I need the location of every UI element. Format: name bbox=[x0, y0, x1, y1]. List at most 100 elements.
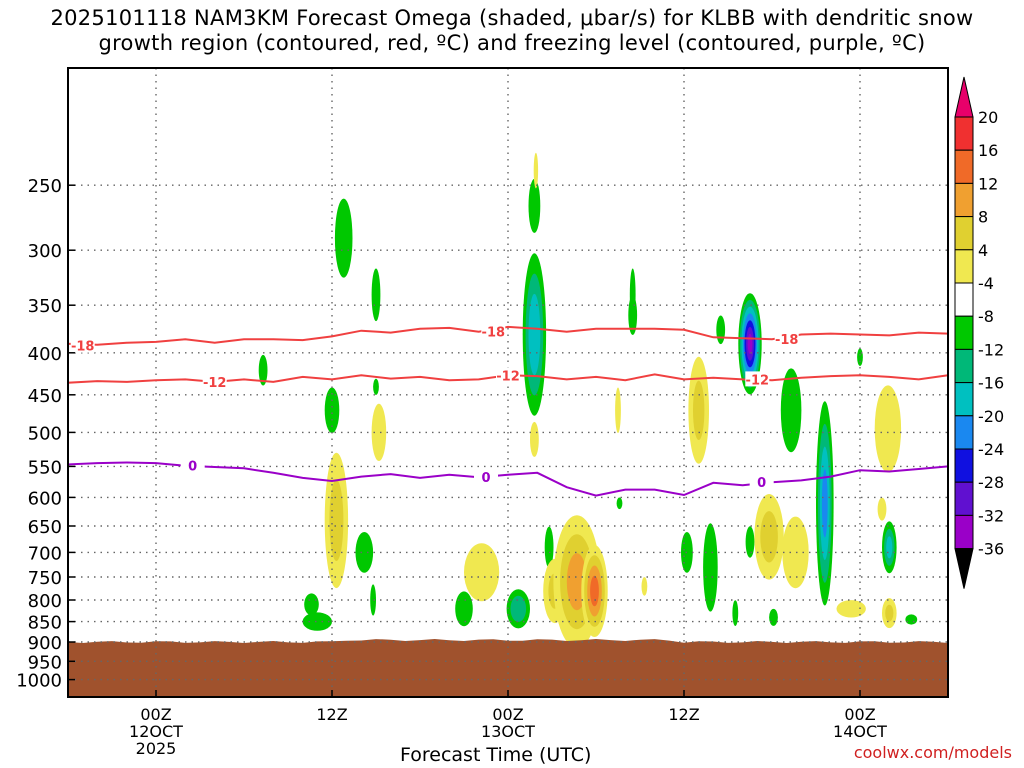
y-tick-label: 350 bbox=[28, 296, 62, 317]
colorbar-swatch bbox=[955, 383, 973, 416]
y-tick-label: 300 bbox=[28, 241, 62, 262]
contour-label: 0 bbox=[481, 471, 490, 486]
site-credit[interactable]: coolwx.com/models bbox=[854, 743, 1012, 762]
y-tick-label: 700 bbox=[28, 543, 62, 564]
omega-shade-level bbox=[693, 381, 704, 440]
contour-line--18 bbox=[68, 327, 948, 346]
colorbar-label: -28 bbox=[978, 473, 1004, 492]
y-tick-label: 500 bbox=[28, 423, 62, 444]
sinking-motion-area-39 bbox=[688, 357, 709, 464]
rising-motion-area-11 bbox=[781, 368, 802, 452]
sinking-motion-area-38 bbox=[642, 577, 648, 596]
colorbar-label: 8 bbox=[978, 208, 988, 227]
colorbar-label: -24 bbox=[978, 440, 1004, 459]
colorbar-swatch bbox=[955, 449, 973, 482]
colorbar-label: -36 bbox=[978, 540, 1004, 559]
sinking-motion-area-31 bbox=[530, 422, 539, 457]
omega-shade-level bbox=[878, 498, 887, 521]
omega-shade-level bbox=[732, 600, 738, 626]
colorbar-label: -4 bbox=[978, 274, 994, 293]
colorbar-label: -12 bbox=[978, 340, 1004, 359]
contour-label: 0 bbox=[757, 476, 766, 491]
contour-label: -18 bbox=[482, 326, 506, 341]
colorbar-swatch bbox=[955, 217, 973, 250]
omega-shade-level bbox=[769, 609, 778, 626]
rising-motion-area-4 bbox=[373, 379, 379, 395]
omega-shade-level bbox=[857, 348, 863, 366]
omega-shade-level bbox=[303, 612, 332, 630]
colorbar-swatch bbox=[955, 250, 973, 283]
omega-shade-level bbox=[781, 368, 802, 452]
colorbar-swatch bbox=[955, 416, 973, 449]
colorbar-label: -20 bbox=[978, 407, 1004, 426]
rising-motion-area-10 bbox=[716, 316, 725, 345]
omega-shade-level bbox=[590, 576, 599, 607]
omega-shade-level bbox=[822, 469, 828, 537]
omega-shade-level bbox=[886, 536, 892, 558]
rising-motion-area-20 bbox=[507, 589, 530, 628]
contour-label: -18 bbox=[775, 333, 799, 348]
colorbar-swatch bbox=[955, 283, 973, 316]
y-tick-label: 650 bbox=[28, 517, 62, 538]
rising-motion-area-14 bbox=[882, 521, 897, 573]
omega-shade-level bbox=[356, 532, 374, 573]
sinking-motion-area-36 bbox=[581, 545, 607, 637]
sinking-motion-area-40 bbox=[754, 494, 783, 580]
colorbar-label: -16 bbox=[978, 374, 1004, 393]
omega-shade-level bbox=[335, 199, 353, 278]
omega-time-height-chart: -18-18 -18-12 -12 -1200 0 250300350400450500… bbox=[0, 0, 1024, 768]
contour-label: -12 bbox=[496, 369, 520, 384]
colorbar-label: 20 bbox=[978, 108, 998, 127]
y-tick-label: 850 bbox=[28, 613, 62, 634]
rising-motion-area-6 bbox=[529, 179, 541, 233]
omega-shade-level bbox=[370, 584, 376, 615]
omega-shade-level bbox=[875, 385, 901, 472]
rising-motion-area-26 bbox=[732, 600, 738, 626]
sinking-motion-area-42 bbox=[837, 600, 866, 617]
y-tick-label: 800 bbox=[28, 591, 62, 612]
rising-motion-area-18 bbox=[370, 584, 376, 615]
colorbar-cap-top bbox=[955, 77, 973, 117]
omega-shade-level bbox=[530, 422, 539, 457]
colorbar-label: 4 bbox=[978, 241, 988, 260]
rising-motion-area-13 bbox=[857, 348, 863, 366]
omega-shade-level bbox=[464, 543, 499, 601]
y-tick-label: 900 bbox=[28, 633, 62, 654]
rising-motion-area-19 bbox=[455, 591, 473, 626]
omega-shade-level bbox=[782, 517, 808, 589]
rising-motion-area-17 bbox=[303, 612, 332, 630]
omega-shade-level bbox=[703, 523, 718, 611]
omega-shade-level bbox=[372, 269, 381, 322]
sinking-motion-area-29 bbox=[325, 453, 348, 588]
omega-shade-level bbox=[529, 294, 541, 375]
colorbar-swatch bbox=[955, 515, 973, 548]
y-tick-label: 550 bbox=[28, 457, 62, 478]
rising-motion-area-5 bbox=[523, 253, 546, 415]
omega-shade-level bbox=[905, 614, 917, 624]
rising-motion-area-28 bbox=[905, 614, 917, 624]
rising-motion-area-1 bbox=[372, 269, 381, 322]
omega-shade-level bbox=[746, 526, 755, 557]
omega-shade-level bbox=[617, 498, 623, 510]
y-tick-label: 250 bbox=[28, 176, 62, 197]
omega-shade-level bbox=[534, 153, 538, 189]
omega-shade-level bbox=[760, 511, 778, 562]
colorbar-cap-bottom bbox=[955, 549, 973, 589]
y-tick-label: 600 bbox=[28, 488, 62, 509]
x-tick-label: 14OCT bbox=[833, 722, 887, 741]
sinking-motion-area-33 bbox=[464, 543, 499, 601]
rising-motion-area-22 bbox=[617, 498, 623, 510]
colorbar-label: 12 bbox=[978, 174, 998, 193]
x-tick-label: 13OCT bbox=[481, 722, 535, 741]
colorbar-swatch bbox=[955, 482, 973, 515]
rising-motion-area-25 bbox=[746, 526, 755, 557]
omega-shade-level bbox=[885, 605, 893, 622]
colorbar-swatch bbox=[955, 117, 973, 150]
omega-shade-level bbox=[642, 577, 648, 596]
y-tick-label: 400 bbox=[28, 344, 62, 365]
colorbar-label: -32 bbox=[978, 506, 1004, 525]
x-tick-label: 12Z bbox=[316, 705, 347, 724]
rising-motion-area-27 bbox=[769, 609, 778, 626]
contour-label: -12 bbox=[203, 376, 227, 391]
y-tick-label: 450 bbox=[28, 386, 62, 407]
